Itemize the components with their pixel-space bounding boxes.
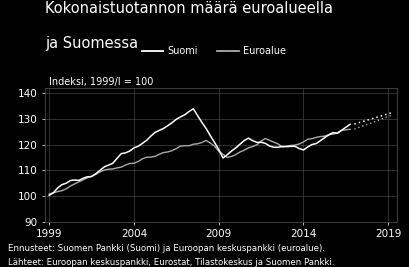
Text: ja Suomessa: ja Suomessa <box>45 36 138 51</box>
Text: Ennusteet: Suomen Pankki (Suomi) ja Euroopan keskuspankki (euroalue).: Ennusteet: Suomen Pankki (Suomi) ja Euro… <box>8 244 325 253</box>
Text: Kokonaistuotannon määrä euroalueella: Kokonaistuotannon määrä euroalueella <box>45 1 333 16</box>
Legend: Suomi, Euroalue: Suomi, Euroalue <box>138 42 290 60</box>
Text: Lähteet: Euroopan keskuspankki, Eurostat, Tilastokeskus ja Suomen Pankki.: Lähteet: Euroopan keskuspankki, Eurostat… <box>8 258 335 267</box>
Text: Indeksi, 1999/I = 100: Indeksi, 1999/I = 100 <box>49 77 153 87</box>
